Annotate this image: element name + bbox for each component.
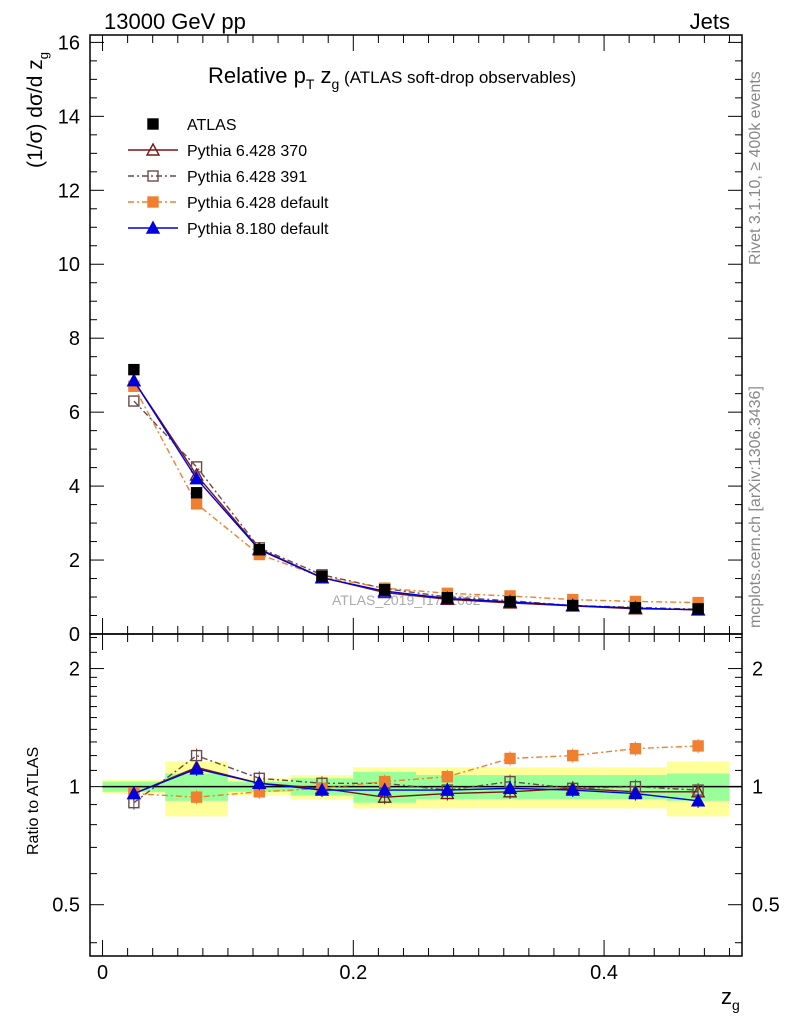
ratio-line-3: [133, 768, 699, 802]
ratio-y-axis-label: Ratio to ATLAS: [25, 747, 42, 855]
atlas-point: [567, 599, 579, 612]
ratio-point-3: [440, 782, 455, 796]
ratio-line-2: [133, 745, 699, 798]
atlas-point: [441, 592, 454, 604]
ratio-frame: [89, 633, 743, 957]
legend-marker-atlas: [147, 118, 159, 130]
series-line-3: [133, 380, 699, 611]
ratio-y-tick-label-right: 1: [752, 777, 763, 799]
ratio-point-3: [690, 793, 706, 807]
main-y-axis-label: (1/σ) dσ/d zg: [24, 52, 51, 168]
ratio-point-3: [502, 780, 518, 795]
series-point-2: [190, 498, 203, 510]
series-line-2: [133, 385, 699, 604]
x-tick-label: 0.4: [590, 962, 618, 984]
legend-marker-3: [145, 220, 161, 234]
main-y-tick-label: 2: [69, 550, 80, 572]
ratio-point-2: [190, 791, 203, 803]
atlas-point: [128, 363, 140, 376]
ratio-line-0: [133, 766, 699, 798]
ratio-point-2: [629, 742, 642, 755]
ratio-point-3: [377, 782, 392, 796]
ratio-point-2: [441, 771, 454, 783]
x-axis-label: zg: [721, 984, 740, 1013]
atlas-point: [629, 602, 642, 614]
legend-marker-2: [147, 196, 159, 208]
legend-label-2: Pythia 6.428 default: [187, 195, 329, 212]
plot-title: Relative pT zg (ATLAS soft-drop observab…: [208, 63, 576, 92]
series-line-1: [133, 400, 699, 610]
x-tick-label: 0.2: [339, 962, 367, 984]
ratio-point-1: [190, 749, 203, 762]
ratio-y-tick-label: 1: [69, 777, 80, 799]
ratio-point-3: [628, 786, 643, 800]
series-point-1: [128, 395, 140, 407]
legend-marker-1: [147, 170, 159, 182]
main-y-tick-label: 12: [58, 180, 80, 202]
main-y-tick-label: 8: [69, 328, 80, 350]
main-y-tick-label: 14: [58, 106, 80, 128]
legend-label-0: Pythia 6.428 370: [187, 143, 307, 160]
legend-item-0: Pythia 6.428 370: [128, 142, 307, 160]
main-y-tick-label: 0: [69, 624, 80, 646]
legend-item-1: Pythia 6.428 391: [128, 169, 307, 186]
main-y-tick-label: 4: [69, 476, 80, 498]
ratio-point-3: [126, 786, 142, 800]
ratio-line-1: [133, 754, 699, 804]
ratio-y-tick-label-right: 0.5: [752, 895, 780, 917]
atlas-point: [316, 570, 328, 583]
ratio-point-2: [567, 749, 579, 762]
legend-label-1: Pythia 6.428 391: [187, 169, 307, 186]
ratio-point-3: [314, 782, 330, 796]
ratio-point-2: [692, 740, 704, 752]
legend-label-3: Pythia 8.180 default: [187, 221, 329, 238]
mcplots-side-label: mcplots.cern.ch [arXiv:1306.3436]: [747, 386, 764, 628]
series-point-3: [126, 373, 142, 387]
main-y-tick-label: 10: [58, 254, 80, 276]
legend-marker-0: [145, 142, 161, 156]
atlas-point: [692, 603, 704, 615]
ratio-y-tick-label-right: 2: [752, 659, 763, 681]
legend-item-2: Pythia 6.428 default: [128, 195, 329, 212]
atlas-point: [504, 596, 516, 608]
ratio-point-3: [189, 761, 204, 775]
energy-label: 13000 GeV pp: [104, 9, 246, 34]
legend-item-atlas: ATLAS: [147, 117, 237, 134]
process-label: Jets: [690, 9, 730, 34]
ratio-y-tick-label: 2: [69, 659, 80, 681]
ratio-y-tick-label: 0.5: [52, 895, 80, 917]
legend-label-atlas: ATLAS: [187, 117, 237, 134]
ratio-panel: 0.5 0.5 1 1 2 2 0 0.2 0.4: [52, 633, 780, 984]
main-y-tick-label: 16: [58, 32, 80, 54]
atlas-point: [190, 487, 203, 499]
atlas-point: [378, 583, 391, 596]
legend-item-3: Pythia 8.180 default: [128, 220, 329, 238]
ratio-point-2: [504, 752, 516, 765]
legend: ATLAS Pythia 6.428 370 Pythia 6.428 391 Pyt…: [128, 117, 329, 238]
ratio-point-0: [377, 789, 392, 803]
ratio-point-3: [565, 782, 580, 796]
atlas-point: [253, 543, 265, 556]
main-y-tick-label: 6: [69, 402, 80, 424]
x-tick-label: 0: [97, 962, 108, 984]
ratio-point-3: [252, 775, 267, 789]
main-panel: 0 2 4 6 8 10 12 14 16: [58, 32, 743, 646]
rivet-side-label: Rivet 3.1.10, ≥ 400k events: [747, 71, 764, 265]
series-point-3: [189, 471, 204, 485]
